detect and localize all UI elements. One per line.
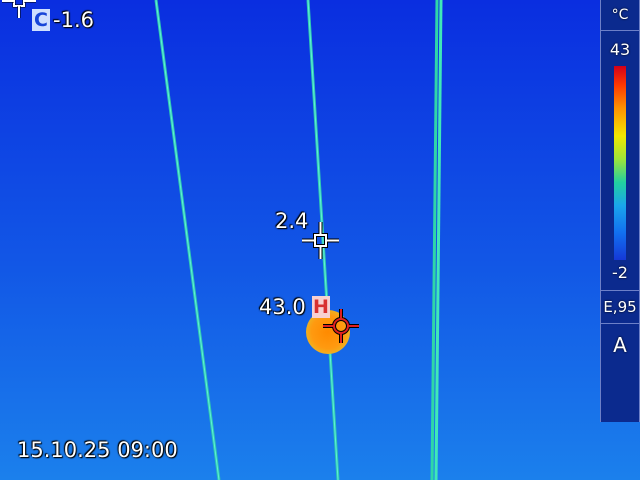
scale-divider <box>601 290 639 291</box>
cold-spot-value: -1.6 <box>53 8 94 32</box>
emissivity-value[interactable]: E,95 <box>603 298 637 316</box>
range-mode-indicator[interactable]: A <box>613 333 627 357</box>
hot-spot-crosshair <box>323 309 359 343</box>
wire-left-glow <box>155 0 220 480</box>
cold-spot-badge: C <box>32 9 50 31</box>
scale-divider <box>601 323 639 324</box>
hot-spot-badge: H <box>312 296 330 318</box>
wire-right-a <box>430 0 439 480</box>
scale-min-value: -2 <box>612 263 628 282</box>
scale-unit: °C <box>611 7 629 23</box>
center-spot-value: 2.4 <box>275 209 309 233</box>
scale-max-value: 43 <box>609 40 631 59</box>
cold-spot-crosshair <box>2 0 36 18</box>
wire-right-b <box>434 0 443 480</box>
wire-middle-glow <box>307 0 339 480</box>
hot-spot-value: 43.0 <box>259 295 306 319</box>
scale-divider <box>601 30 639 31</box>
center-spot-crosshair <box>302 222 339 259</box>
color-palette-bar <box>614 66 626 260</box>
datetime-stamp: 15.10.25 09:00 <box>17 438 178 462</box>
